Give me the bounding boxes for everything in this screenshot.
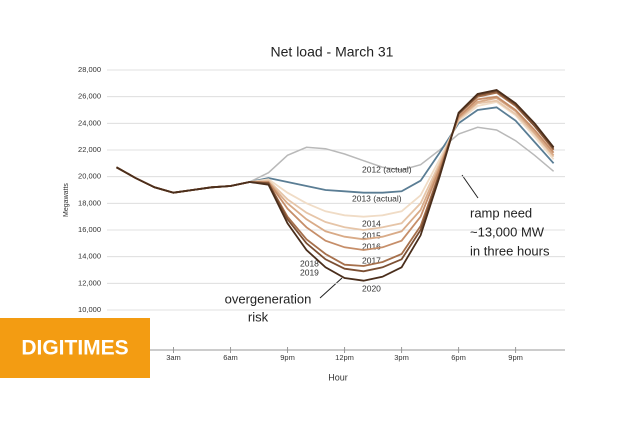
pointer — [461, 174, 479, 199]
x-tick-label: 3pm — [394, 353, 409, 362]
pointer — [319, 277, 343, 299]
series-label: 2018 — [300, 258, 319, 268]
watermark: DIGITIMES — [21, 337, 128, 360]
x-tick-label: 9pm — [280, 353, 295, 362]
series-label: 2012 (actual) — [362, 164, 412, 174]
x-tick-label: 3am — [166, 353, 181, 362]
series-label: 2017 — [362, 255, 381, 265]
annotation: overgeneration — [225, 291, 312, 306]
y-tick-label: 10,000 — [78, 305, 101, 314]
x-tick-label: 9pm — [508, 353, 523, 362]
annotation: risk — [248, 309, 269, 324]
y-tick-label: 18,000 — [78, 198, 101, 207]
x-axis-label: Hour — [328, 372, 348, 382]
watermark-box — [0, 318, 150, 378]
y-tick-label: 12,000 — [78, 278, 101, 287]
annotation: ramp need — [470, 205, 532, 220]
annotation: ~13,000 MW — [470, 224, 545, 239]
series-label: 2020 — [362, 283, 381, 293]
y-tick-label: 24,000 — [78, 118, 101, 127]
plot: 10,000 12,000 14,000 16,000 18,000 20,000 22,0… — [78, 65, 565, 362]
y-tick-label: 22,000 — [78, 145, 101, 154]
x-tick-label: 6am — [223, 353, 238, 362]
y-axis-label: Megawatts — [63, 183, 70, 217]
y-tick-label: 14,000 — [78, 252, 101, 261]
series-line — [116, 89, 555, 282]
y-tick-label: 20,000 — [78, 172, 101, 181]
x-tick-label: 12pm — [335, 353, 354, 362]
y-tick-label: 16,000 — [78, 225, 101, 234]
x-tick-label: 6pm — [451, 353, 466, 362]
series-label: 2014 — [362, 218, 381, 228]
series-label: 2019 — [300, 267, 319, 277]
series-line — [116, 101, 555, 218]
series-label: 2015 — [362, 230, 381, 240]
y-tick-label: 28,000 — [78, 65, 101, 74]
annotation: in three hours — [470, 243, 550, 258]
series-label: 2013 (actual) — [352, 193, 402, 203]
series-line — [116, 126, 555, 194]
chart-title: Net load - March 31 — [271, 44, 394, 60]
y-tick-label: 26,000 — [78, 92, 101, 101]
series-line — [116, 91, 555, 267]
series-label: 2016 — [362, 241, 381, 251]
